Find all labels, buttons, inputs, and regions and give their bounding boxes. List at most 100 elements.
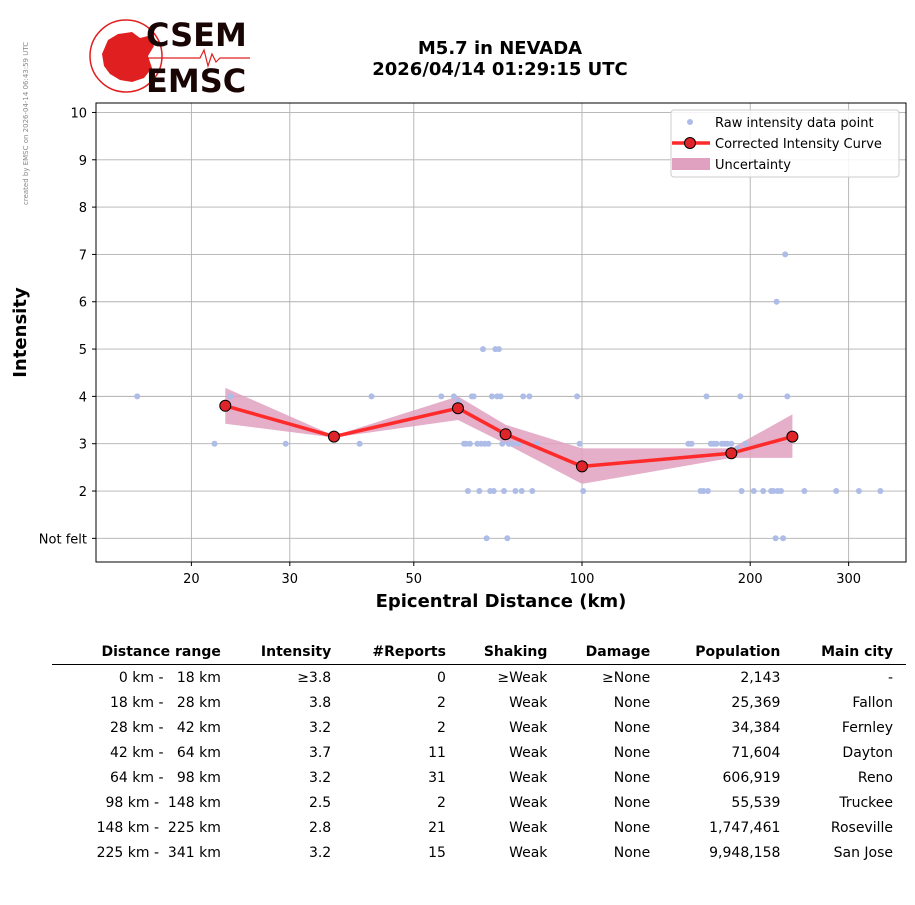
raw-data-point: [504, 535, 511, 542]
chart-title-line1: M5.7 in NEVADA: [417, 38, 583, 59]
table-cell-population: 71,604: [731, 744, 781, 761]
csem-emsc-logo: CSEM EMSC: [89, 16, 250, 98]
table-row: 28 km - 42 km 3.2 2 Weak None 34,384 Fernley: [52, 715, 906, 740]
curve-point-marker: [576, 460, 588, 473]
table-cell-intensity: ≥3.8: [297, 669, 332, 686]
curve-point-marker: [219, 399, 232, 412]
table-cell-reports: 31: [428, 769, 446, 786]
table-cell-range: 64 km - 98 km: [109, 769, 221, 786]
table-cell-damage: None: [613, 844, 651, 861]
raw-data-point: [580, 488, 587, 494]
table-cell-city: Fallon: [852, 694, 893, 711]
raw-data-point: [877, 488, 884, 494]
legend-raw-marker: [687, 119, 693, 125]
table-cell-damage: None: [613, 694, 651, 711]
legend: Raw intensity data point Corrected Intens…: [670, 109, 900, 178]
raw-data-point: [704, 488, 711, 494]
table-cell-city: Truckee: [839, 794, 893, 811]
table-cell-shaking: Weak: [509, 844, 548, 861]
table-cell-shaking: ≥Weak: [497, 669, 548, 686]
raw-data-point: [780, 535, 787, 542]
table-cell-range: 42 km - 64 km: [109, 744, 221, 761]
x-tick-label: 50: [405, 572, 422, 587]
table-header-cell: Distance range: [52, 640, 234, 665]
raw-data-point: [490, 488, 497, 494]
table-header-cell: Intensity: [233, 640, 345, 665]
table-cell-reports: 11: [428, 744, 446, 761]
legend-band-swatch: [672, 158, 710, 170]
table-cell-damage: None: [613, 744, 651, 761]
chart-title: M5.7 in NEVADA 2026/04/14 01:29:15 UTC: [300, 38, 700, 80]
raw-data-point: [801, 488, 808, 494]
raw-data-point: [750, 488, 757, 494]
table-cell-population: 606,919: [722, 769, 781, 786]
raw-data-point: [356, 440, 363, 447]
raw-data-point: [784, 393, 791, 400]
table-header-cell: #Reports: [344, 640, 459, 665]
legend-entry: Raw intensity data point: [715, 116, 874, 131]
table-cell-shaking: Weak: [509, 819, 548, 836]
table-row: 0 km - 18 km ≥3.8 0 ≥Weak ≥None 2,143 -: [52, 665, 906, 691]
table-cell-reports: 2: [437, 719, 446, 736]
raw-data-point: [855, 488, 862, 494]
logo-seismogram: [148, 48, 250, 69]
y-tick-label: Not felt: [39, 532, 87, 547]
raw-data-point: [501, 488, 507, 494]
table-cell-intensity: 3.2: [308, 719, 332, 736]
table-cell-city: Reno: [857, 769, 893, 786]
table-cell-reports: 21: [428, 819, 446, 836]
table-cell-range: 98 km - 148 km: [105, 794, 221, 811]
table-cell-population: 25,369: [731, 694, 781, 711]
legend-curve-marker: [684, 137, 696, 149]
raw-data-point: [368, 393, 375, 400]
logo-europe-map: [102, 32, 154, 82]
plot-frame: [95, 102, 907, 563]
raw-data-point: [738, 488, 745, 494]
table-cell-damage: None: [613, 794, 651, 811]
table-cell-population: 55,539: [731, 794, 781, 811]
table-header-cell: Population: [663, 640, 794, 665]
x-tick-label: 200: [738, 572, 763, 587]
y-tick-label: 4: [79, 390, 87, 405]
table-cell-reports: 0: [437, 669, 446, 686]
raw-data-point: [476, 488, 483, 494]
y-tick-label: 2: [79, 485, 87, 500]
table-cell-intensity: 2.5: [308, 794, 332, 811]
raw-data-point: [574, 393, 581, 400]
table-cell-damage: None: [613, 719, 651, 736]
raw-data-point: [450, 393, 457, 400]
table-header-cell: Shaking: [458, 640, 561, 665]
table-row: 42 km - 64 km 3.7 11 Weak None 71,604 Dayton: [52, 740, 906, 765]
y-tick-label: 8: [79, 201, 87, 216]
table-cell-intensity: 3.7: [308, 744, 332, 761]
table-cell-reports: 2: [437, 794, 446, 811]
raw-data-point: [773, 298, 780, 305]
x-axis-label: Epicentral Distance (km): [376, 591, 627, 612]
table-header-cell: Damage: [560, 640, 664, 665]
raw-data-point: [772, 535, 779, 542]
raw-data-point: [483, 535, 490, 542]
table-cell-shaking: Weak: [509, 744, 548, 761]
raw-data-point: [782, 251, 789, 258]
raw-data-point: [520, 393, 527, 400]
table-header-cell: Main city: [793, 640, 906, 665]
raw-data-point: [728, 440, 735, 447]
table-cell-damage: None: [613, 769, 651, 786]
raw-data-point: [464, 488, 471, 494]
table-cell-population: 34,384: [731, 719, 781, 736]
raw-data-point: [134, 393, 141, 400]
raw-data-point: [227, 393, 234, 400]
table-cell-range: 18 km - 28 km: [109, 694, 221, 711]
table-cell-intensity: 3.2: [308, 844, 332, 861]
y-tick-label: 9: [79, 154, 87, 169]
table-cell-range: 148 km - 225 km: [96, 819, 221, 836]
table-cell-city: San Jose: [833, 844, 893, 861]
table-cell-reports: 2: [437, 694, 446, 711]
curve-point-marker: [452, 402, 464, 415]
raw-data-point: [495, 346, 502, 353]
table-cell-shaking: Weak: [509, 794, 548, 811]
table-cell-shaking: Weak: [509, 719, 548, 736]
intensity-table: Distance range Intensity #Reports Shaking Da…: [52, 640, 906, 865]
raw-data-point: [760, 488, 767, 494]
raw-data-point: [485, 440, 492, 447]
